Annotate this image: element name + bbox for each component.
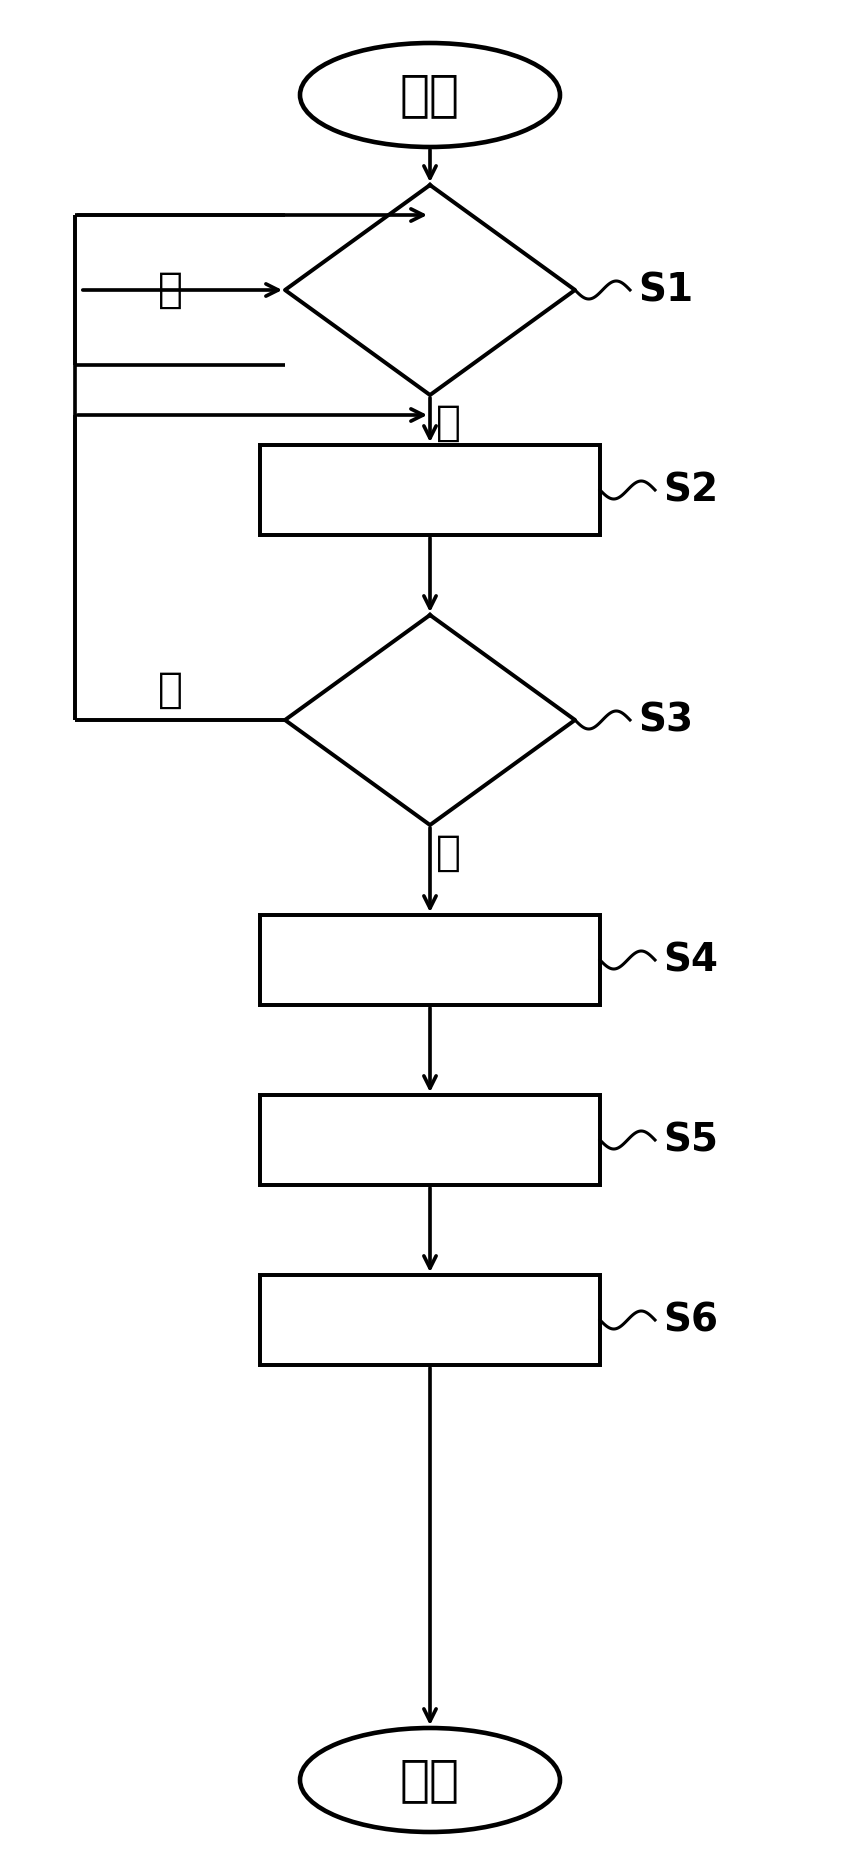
Text: S3: S3 — [638, 701, 693, 739]
Text: 否: 否 — [157, 268, 182, 311]
Text: 开始: 开始 — [400, 71, 460, 118]
Text: S1: S1 — [638, 272, 693, 309]
Text: 是: 是 — [435, 832, 460, 874]
Polygon shape — [285, 186, 575, 396]
Ellipse shape — [300, 43, 560, 146]
Bar — [260, 444, 600, 534]
Text: 结束: 结束 — [400, 1757, 460, 1804]
Ellipse shape — [300, 1729, 560, 1832]
Text: 是: 是 — [435, 401, 460, 444]
Text: 否: 否 — [157, 669, 182, 711]
Bar — [260, 1095, 600, 1185]
Text: S5: S5 — [663, 1121, 718, 1159]
Text: S6: S6 — [663, 1301, 718, 1339]
Text: S4: S4 — [663, 941, 718, 979]
Bar — [260, 915, 600, 1005]
Polygon shape — [285, 615, 575, 825]
Bar — [260, 1275, 600, 1365]
Text: S2: S2 — [663, 471, 718, 508]
